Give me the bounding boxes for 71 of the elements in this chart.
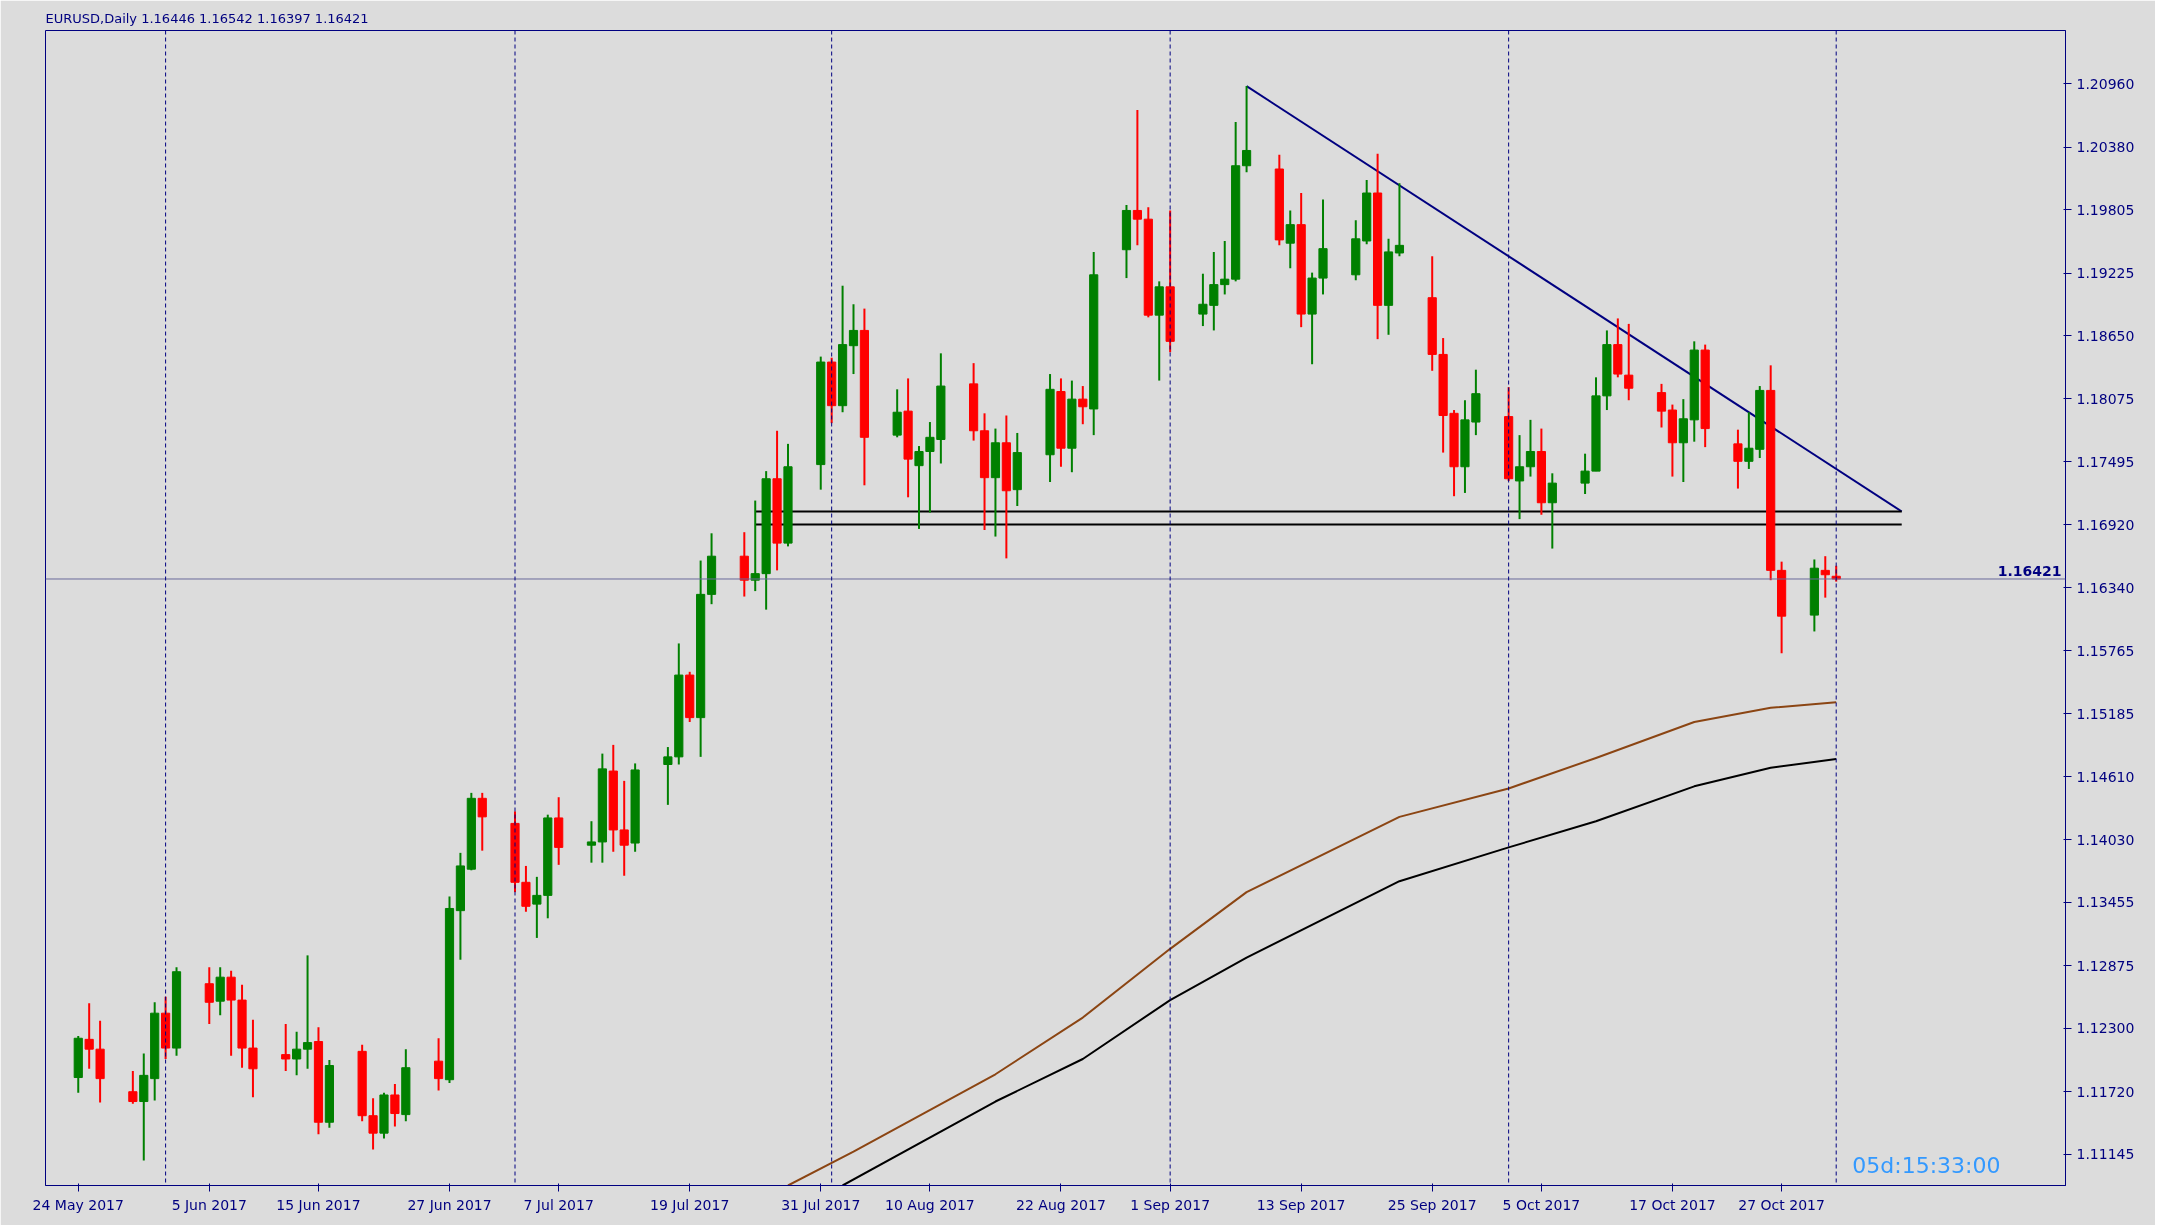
y-tick-label: 1.18650 <box>2076 327 2135 344</box>
y-tick-label: 1.16920 <box>2076 516 2135 533</box>
candlestick <box>281 1023 291 1072</box>
annotation: 05d:15:33:00 <box>1852 1152 2001 1178</box>
candlestick <box>1656 382 1667 429</box>
chart-title: EURUSD,Daily 1.16446 1.16542 1.16397 1.16421 <box>45 10 369 26</box>
candlestick <box>1514 434 1525 521</box>
x-tick-label: 24 May 2017 <box>32 1196 124 1213</box>
x-tick-label: 27 Jun 2017 <box>407 1196 492 1213</box>
x-tick-label: 17 Oct 2017 <box>1629 1196 1716 1213</box>
x-tick-label: 5 Jun 2017 <box>171 1196 247 1213</box>
candlestick <box>1678 398 1688 484</box>
candlestick <box>433 1037 444 1092</box>
y-tick-label: 1.15185 <box>2076 705 2135 722</box>
candlestick <box>1394 182 1405 258</box>
y-tick-label: 1.13455 <box>2076 894 2135 911</box>
y-tick-label: 1.20380 <box>2076 139 2135 156</box>
candlestick <box>848 303 859 376</box>
candlestick <box>1547 472 1557 550</box>
candlestick <box>619 779 629 877</box>
line-series <box>841 758 1838 1186</box>
y-tick-label: 1.19225 <box>2076 265 2135 282</box>
candlestick <box>1733 428 1743 490</box>
candlestick <box>215 966 225 1017</box>
x-tick-label: 25 Sep 2017 <box>1387 1196 1477 1213</box>
x-tick-label: 22 Aug 2017 <box>1016 1196 1106 1213</box>
candlestick <box>204 966 214 1026</box>
candlestick <box>739 531 749 598</box>
y-tick-label: 1.14030 <box>2076 831 2135 848</box>
candlestick <box>586 820 597 864</box>
x-tick-label: 5 Oct 2017 <box>1502 1196 1581 1213</box>
candlestick <box>248 1018 258 1099</box>
x-tick-label: 19 Jul 2017 <box>650 1196 730 1213</box>
candlestick <box>477 791 487 852</box>
x-tick-label: 10 Aug 2017 <box>885 1196 975 1213</box>
candlestick <box>1525 418 1536 478</box>
candlestick <box>390 1083 400 1128</box>
y-tick-label: 1.11720 <box>2076 1083 2135 1100</box>
candlestick <box>1285 209 1295 270</box>
candlestick <box>302 954 313 1070</box>
candlestick <box>128 1069 138 1105</box>
x-tick-label: 13 Sep 2017 <box>1256 1196 1346 1213</box>
x-tick-label: 15 Jun 2017 <box>276 1196 361 1213</box>
candlestick <box>1624 322 1634 402</box>
candlestick <box>1820 555 1830 599</box>
y-tick-label: 1.17495 <box>2076 453 2135 470</box>
candlestick <box>892 388 902 439</box>
x-tick-label: 1 Sep 2017 <box>1130 1196 1211 1213</box>
candlestick <box>1220 240 1230 296</box>
candlestick <box>226 969 236 1057</box>
y-tick-label: 1.15765 <box>2076 642 2135 659</box>
candlestick <box>1132 109 1142 247</box>
y-tick-label: 1.16340 <box>2076 579 2135 596</box>
x-tick-label: 31 Jul 2017 <box>781 1196 861 1213</box>
x-tick-label: 27 Oct 2017 <box>1738 1196 1825 1213</box>
candlestick <box>663 746 673 806</box>
ref-line-label: 1.16421 <box>1997 562 2062 579</box>
y-tick-label: 1.12300 <box>2076 1020 2135 1037</box>
y-tick-label: 1.18075 <box>2076 390 2135 407</box>
y-tick-label: 1.20960 <box>2076 75 2135 92</box>
x-tick-label: 7 Jul 2017 <box>523 1196 594 1213</box>
y-tick-label: 1.14610 <box>2076 768 2135 785</box>
y-tick-label: 1.12875 <box>2076 957 2135 974</box>
candlestick <box>1241 85 1252 174</box>
y-tick-label: 1.11145 <box>2076 1146 2135 1163</box>
candlestick <box>368 1097 378 1151</box>
line-series <box>786 701 1838 1186</box>
y-tick-label: 1.19805 <box>2076 201 2135 218</box>
candlestick <box>292 1030 302 1077</box>
candlestick <box>1078 385 1088 426</box>
candlestick <box>1580 452 1590 496</box>
